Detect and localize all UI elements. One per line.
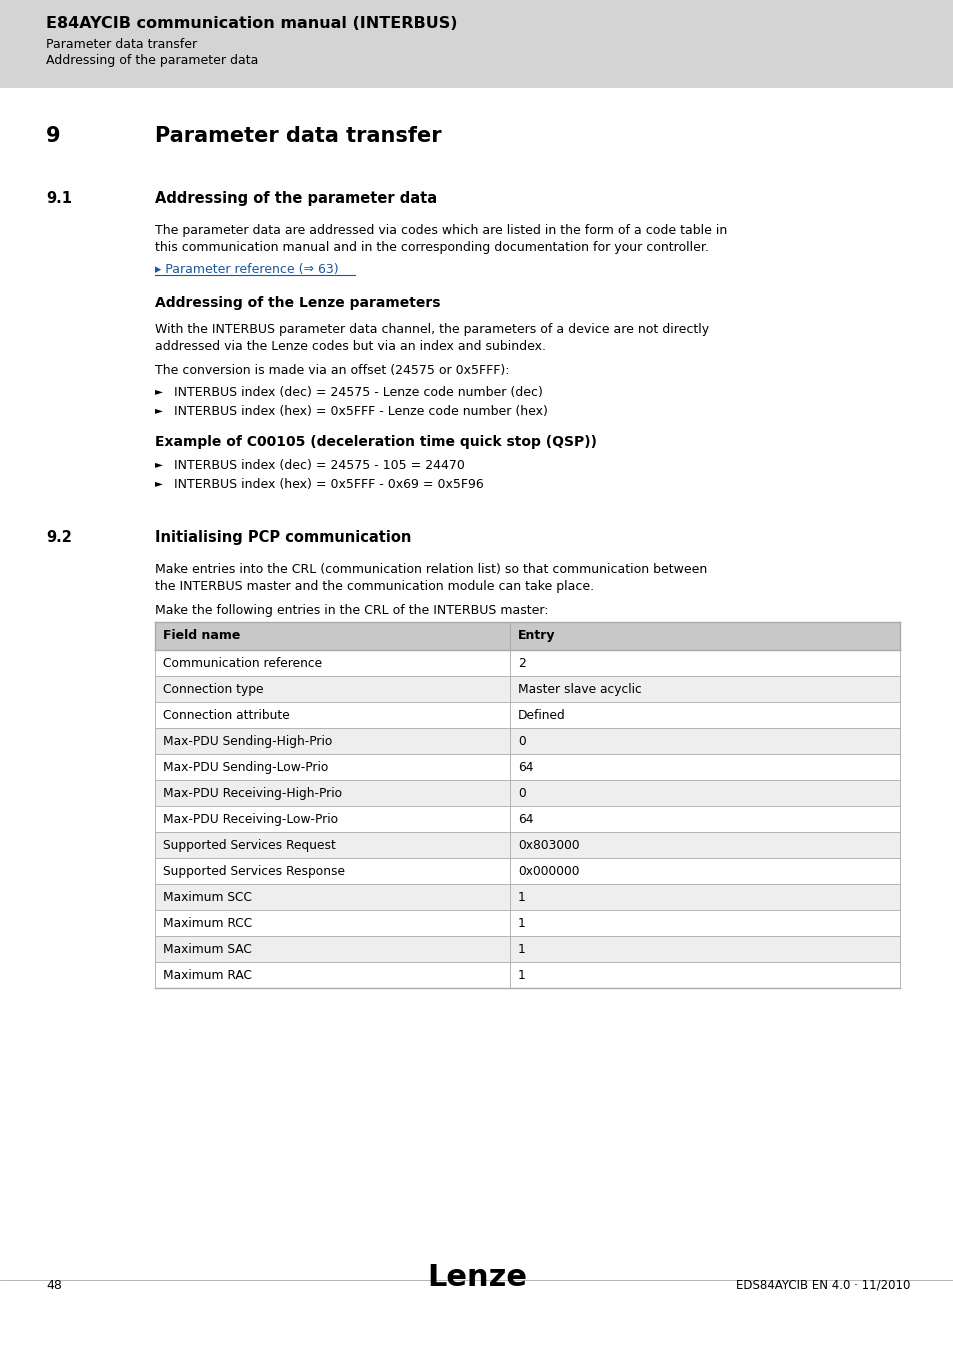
Text: 1: 1 xyxy=(517,917,525,930)
Text: With the INTERBUS parameter data channel, the parameters of a device are not dir: With the INTERBUS parameter data channel… xyxy=(154,323,708,336)
Text: Max-PDU Receiving-High-Prio: Max-PDU Receiving-High-Prio xyxy=(163,787,342,801)
Text: EDS84AYCIB EN 4.0 · 11/2010: EDS84AYCIB EN 4.0 · 11/2010 xyxy=(735,1278,909,1292)
Text: The parameter data are addressed via codes which are listed in the form of a cod: The parameter data are addressed via cod… xyxy=(154,224,726,238)
Text: Maximum RCC: Maximum RCC xyxy=(163,917,252,930)
Text: 0: 0 xyxy=(517,787,525,801)
Text: the INTERBUS master and the communication module can take place.: the INTERBUS master and the communicatio… xyxy=(154,580,594,593)
Text: Defined: Defined xyxy=(517,709,565,722)
Text: Maximum RAC: Maximum RAC xyxy=(163,969,252,981)
Text: addressed via the Lenze codes but via an index and subindex.: addressed via the Lenze codes but via an… xyxy=(154,340,545,352)
Text: Entry: Entry xyxy=(517,629,555,643)
Text: 1: 1 xyxy=(517,944,525,956)
Text: 48: 48 xyxy=(46,1278,62,1292)
Text: Max-PDU Sending-Low-Prio: Max-PDU Sending-Low-Prio xyxy=(163,761,328,774)
Text: 64: 64 xyxy=(517,761,533,774)
Text: ►: ► xyxy=(154,459,163,468)
Text: ▸ Parameter reference (⇒ 63): ▸ Parameter reference (⇒ 63) xyxy=(154,263,338,275)
Text: 2: 2 xyxy=(517,657,525,670)
Text: this communication manual and in the corresponding documentation for your contro: this communication manual and in the cor… xyxy=(154,242,708,254)
Text: 0x803000: 0x803000 xyxy=(517,838,579,852)
Bar xyxy=(154,676,899,702)
Text: ►: ► xyxy=(154,386,163,396)
Bar xyxy=(154,832,899,859)
Bar xyxy=(154,936,899,963)
Bar xyxy=(154,884,899,910)
Text: INTERBUS index (dec) = 24575 - 105 = 24470: INTERBUS index (dec) = 24575 - 105 = 244… xyxy=(173,459,464,472)
Text: Max-PDU Receiving-Low-Prio: Max-PDU Receiving-Low-Prio xyxy=(163,813,337,826)
Bar xyxy=(154,780,899,806)
Bar xyxy=(154,649,899,676)
Text: Field name: Field name xyxy=(163,629,240,643)
Text: Supported Services Response: Supported Services Response xyxy=(163,865,345,878)
Bar xyxy=(154,702,899,728)
Text: 0: 0 xyxy=(517,734,525,748)
Bar xyxy=(154,728,899,755)
Text: 9.1: 9.1 xyxy=(46,190,71,207)
Text: Supported Services Request: Supported Services Request xyxy=(163,838,335,852)
Text: INTERBUS index (dec) = 24575 - Lenze code number (dec): INTERBUS index (dec) = 24575 - Lenze cod… xyxy=(173,386,542,400)
Text: Example of C00105 (deceleration time quick stop (QSP)): Example of C00105 (deceleration time qui… xyxy=(154,435,597,450)
Text: 9: 9 xyxy=(46,126,61,146)
Text: Connection attribute: Connection attribute xyxy=(163,709,290,722)
Text: Lenze: Lenze xyxy=(427,1264,526,1292)
Text: Maximum SCC: Maximum SCC xyxy=(163,891,252,904)
Text: Make the following entries in the CRL of the INTERBUS master:: Make the following entries in the CRL of… xyxy=(154,603,548,617)
Text: Addressing of the Lenze parameters: Addressing of the Lenze parameters xyxy=(154,296,440,310)
Bar xyxy=(154,806,899,832)
Text: Make entries into the CRL (communication relation list) so that communication be: Make entries into the CRL (communication… xyxy=(154,563,706,576)
Text: Parameter data transfer: Parameter data transfer xyxy=(154,126,441,146)
Bar xyxy=(154,859,899,884)
Bar xyxy=(154,755,899,780)
Text: Communication reference: Communication reference xyxy=(163,657,322,670)
Text: Parameter data transfer: Parameter data transfer xyxy=(46,38,197,51)
Bar xyxy=(154,622,899,649)
Text: The conversion is made via an offset (24575 or 0x5FFF):: The conversion is made via an offset (24… xyxy=(154,364,509,377)
Text: Addressing of the parameter data: Addressing of the parameter data xyxy=(46,54,258,68)
Bar xyxy=(154,963,899,988)
Text: Initialising PCP communication: Initialising PCP communication xyxy=(154,531,411,545)
Text: 0x000000: 0x000000 xyxy=(517,865,578,878)
Text: Maximum SAC: Maximum SAC xyxy=(163,944,252,956)
Bar xyxy=(0,0,953,88)
Text: ►: ► xyxy=(154,478,163,487)
Text: Connection type: Connection type xyxy=(163,683,263,697)
Bar xyxy=(154,910,899,936)
Text: Master slave acyclic: Master slave acyclic xyxy=(517,683,641,697)
Text: Addressing of the parameter data: Addressing of the parameter data xyxy=(154,190,436,207)
Text: INTERBUS index (hex) = 0x5FFF - Lenze code number (hex): INTERBUS index (hex) = 0x5FFF - Lenze co… xyxy=(173,405,547,418)
Text: 9.2: 9.2 xyxy=(46,531,71,545)
Text: Max-PDU Sending-High-Prio: Max-PDU Sending-High-Prio xyxy=(163,734,332,748)
Text: 1: 1 xyxy=(517,891,525,904)
Text: 64: 64 xyxy=(517,813,533,826)
Text: 1: 1 xyxy=(517,969,525,981)
Text: INTERBUS index (hex) = 0x5FFF - 0x69 = 0x5F96: INTERBUS index (hex) = 0x5FFF - 0x69 = 0… xyxy=(173,478,483,491)
Text: E84AYCIB communication manual (INTERBUS): E84AYCIB communication manual (INTERBUS) xyxy=(46,16,457,31)
Text: ►: ► xyxy=(154,405,163,414)
